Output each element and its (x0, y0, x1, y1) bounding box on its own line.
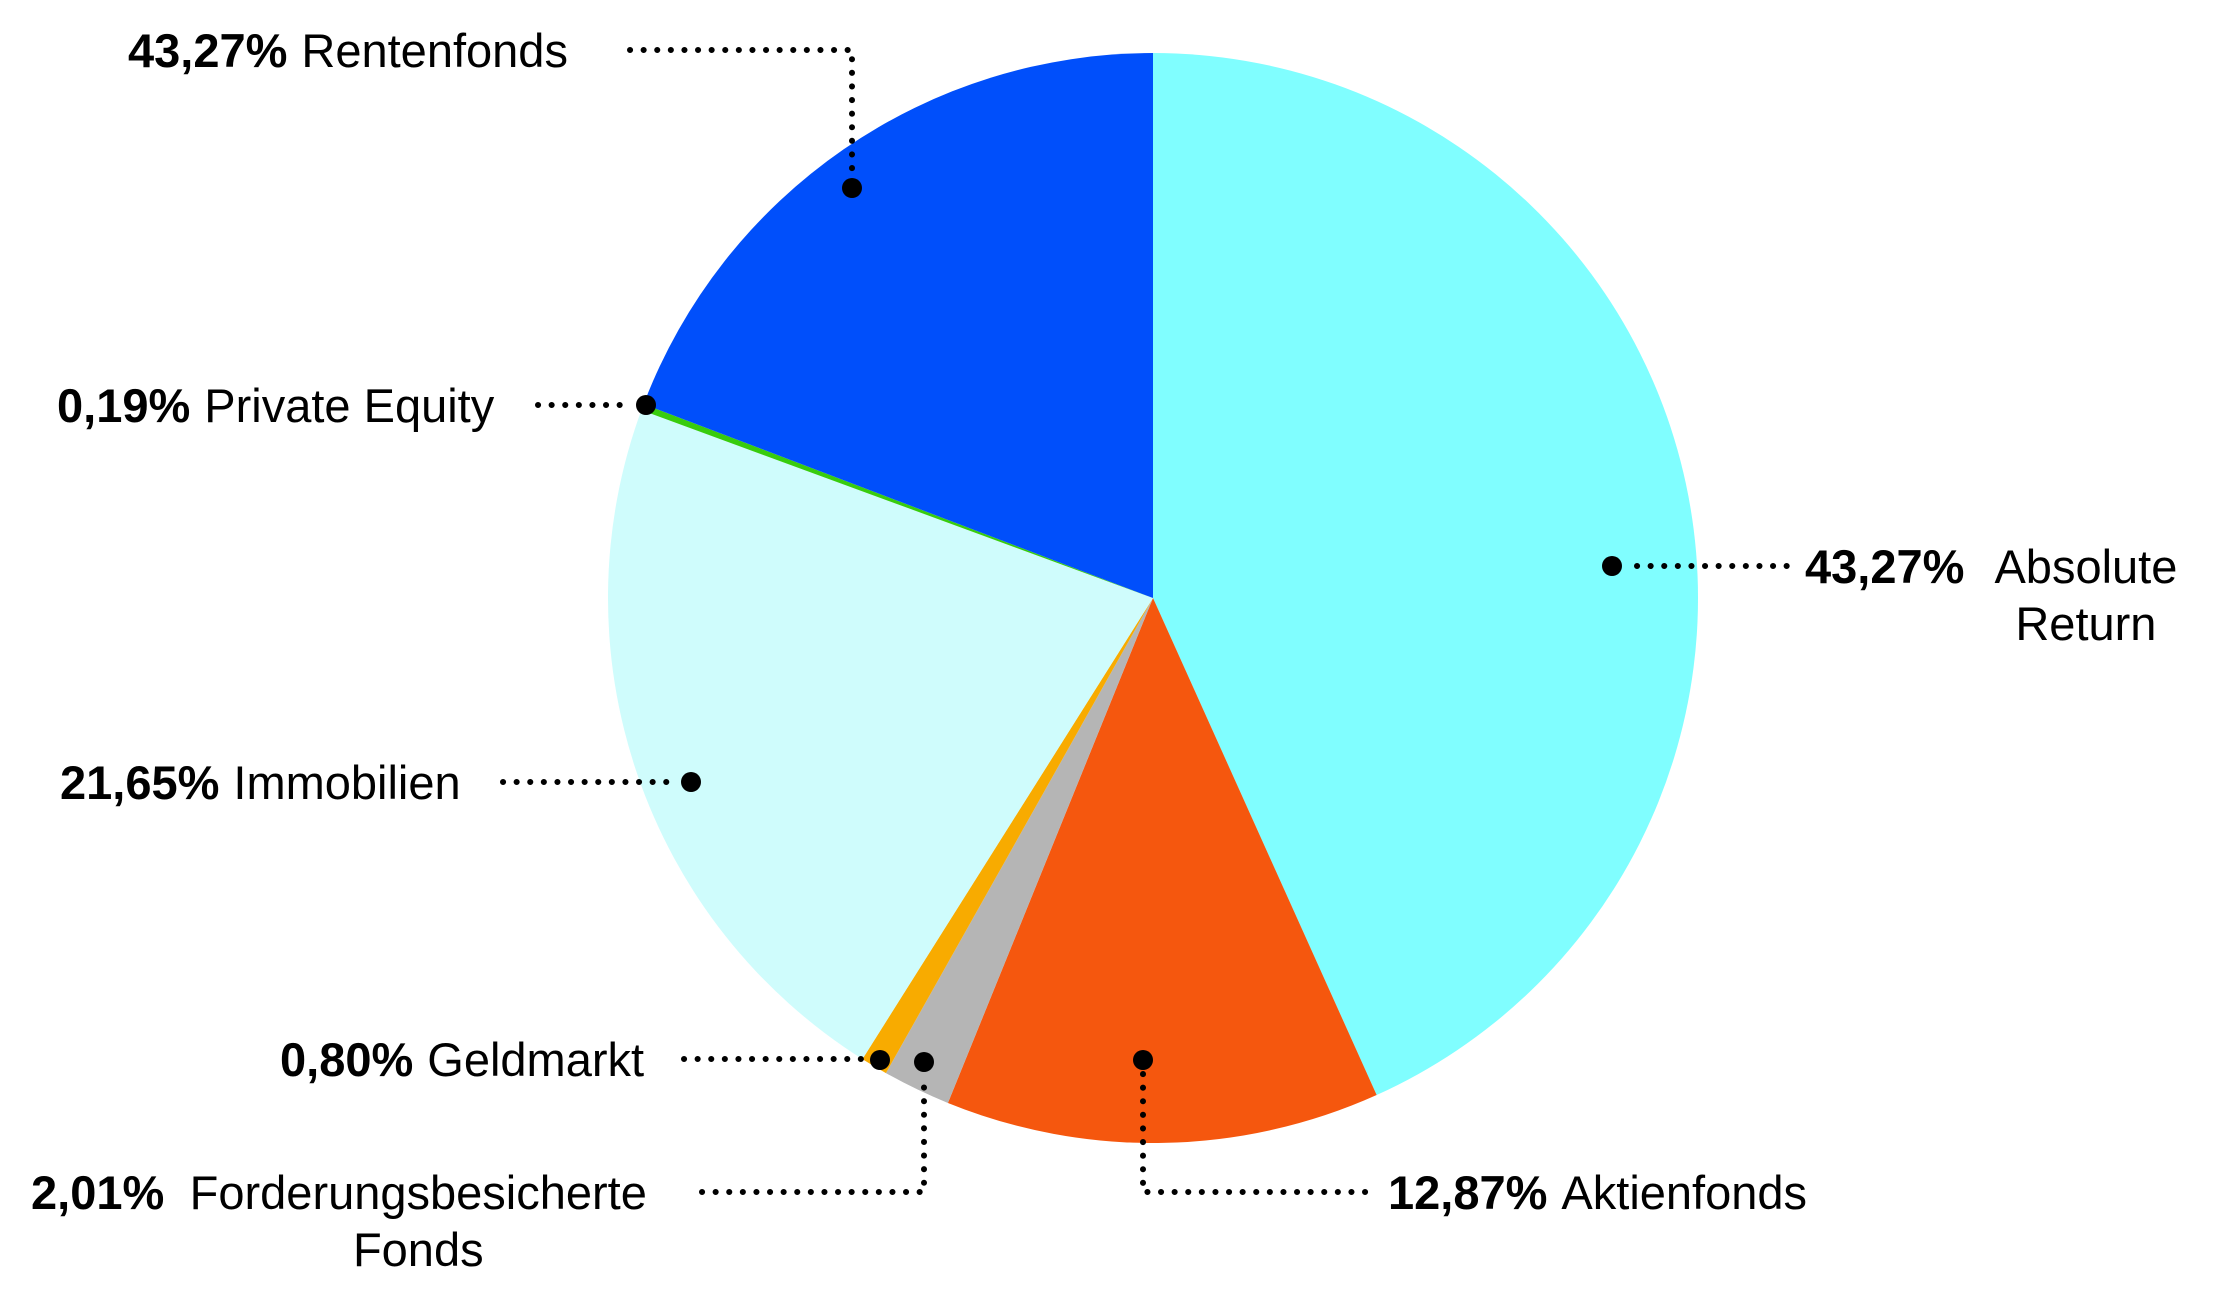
slice-label-aktienfonds: 12,87% Aktienfonds (1388, 1164, 1807, 1221)
slice-label-rentenfonds: 43,27% Rentenfonds (128, 22, 568, 79)
pie-slice-private-equity (641, 404, 1153, 598)
pie-slice-forderungsbesicherte-fonds (885, 598, 1153, 1103)
slice-name: Rentenfonds (301, 23, 568, 77)
slice-label-absolute-return: 43,27% Absolute Return (1805, 538, 2193, 652)
anchor-dot-absolute-return (1602, 556, 1622, 576)
slice-percent: 43,27% (128, 23, 288, 77)
slice-label-immobilien: 21,65% Immobilien (60, 754, 461, 811)
slice-percent: 12,87% (1388, 1165, 1548, 1219)
slice-name: Forderungsbesicherte Fonds (189, 1165, 647, 1276)
anchor-dot-private-equity (636, 395, 656, 415)
pie-slice-rentenfonds (643, 53, 1153, 598)
slice-percent: 0,80% (280, 1032, 414, 1086)
slice-label-geldmarkt: 0,80% Geldmarkt (280, 1031, 644, 1088)
leader-line-aktienfonds (1140, 1071, 1375, 1195)
slice-percent: 43,27% (1805, 539, 1965, 593)
anchor-dot-geldmarkt (870, 1050, 890, 1070)
slice-name: Aktienfonds (1561, 1165, 1808, 1219)
slice-percent: 2,01% (31, 1165, 165, 1219)
slice-percent: 0,19% (57, 378, 191, 432)
leader-line-forderungsbesicherte-fonds (699, 1073, 927, 1195)
anchor-dot-forderungsbesicherte-fonds (914, 1052, 934, 1072)
slice-name: Immobilien (233, 755, 461, 809)
slice-name: Geldmarkt (427, 1032, 645, 1086)
pie-slice-aktienfonds (947, 598, 1377, 1144)
slice-label-private-equity: 0,19% Private Equity (57, 377, 494, 434)
pie-slice-absolute-return (1153, 52, 1699, 1095)
anchor-dot-aktienfonds (1133, 1050, 1153, 1070)
slice-name: Private Equity (204, 378, 495, 432)
leader-line-rentenfonds (627, 47, 855, 177)
slice-name: Absolute Return (1994, 539, 2178, 650)
pie-slice-immobilien (608, 410, 1153, 1060)
anchor-dot-rentenfonds (842, 178, 862, 198)
slice-percent: 21,65% (60, 755, 220, 809)
anchor-dot-immobilien (681, 772, 701, 792)
slice-label-forderungsbesicherte-fonds: 2,01% Forderungsbesicherte Fonds (31, 1164, 658, 1278)
pie-slice-geldmarkt (862, 598, 1153, 1074)
